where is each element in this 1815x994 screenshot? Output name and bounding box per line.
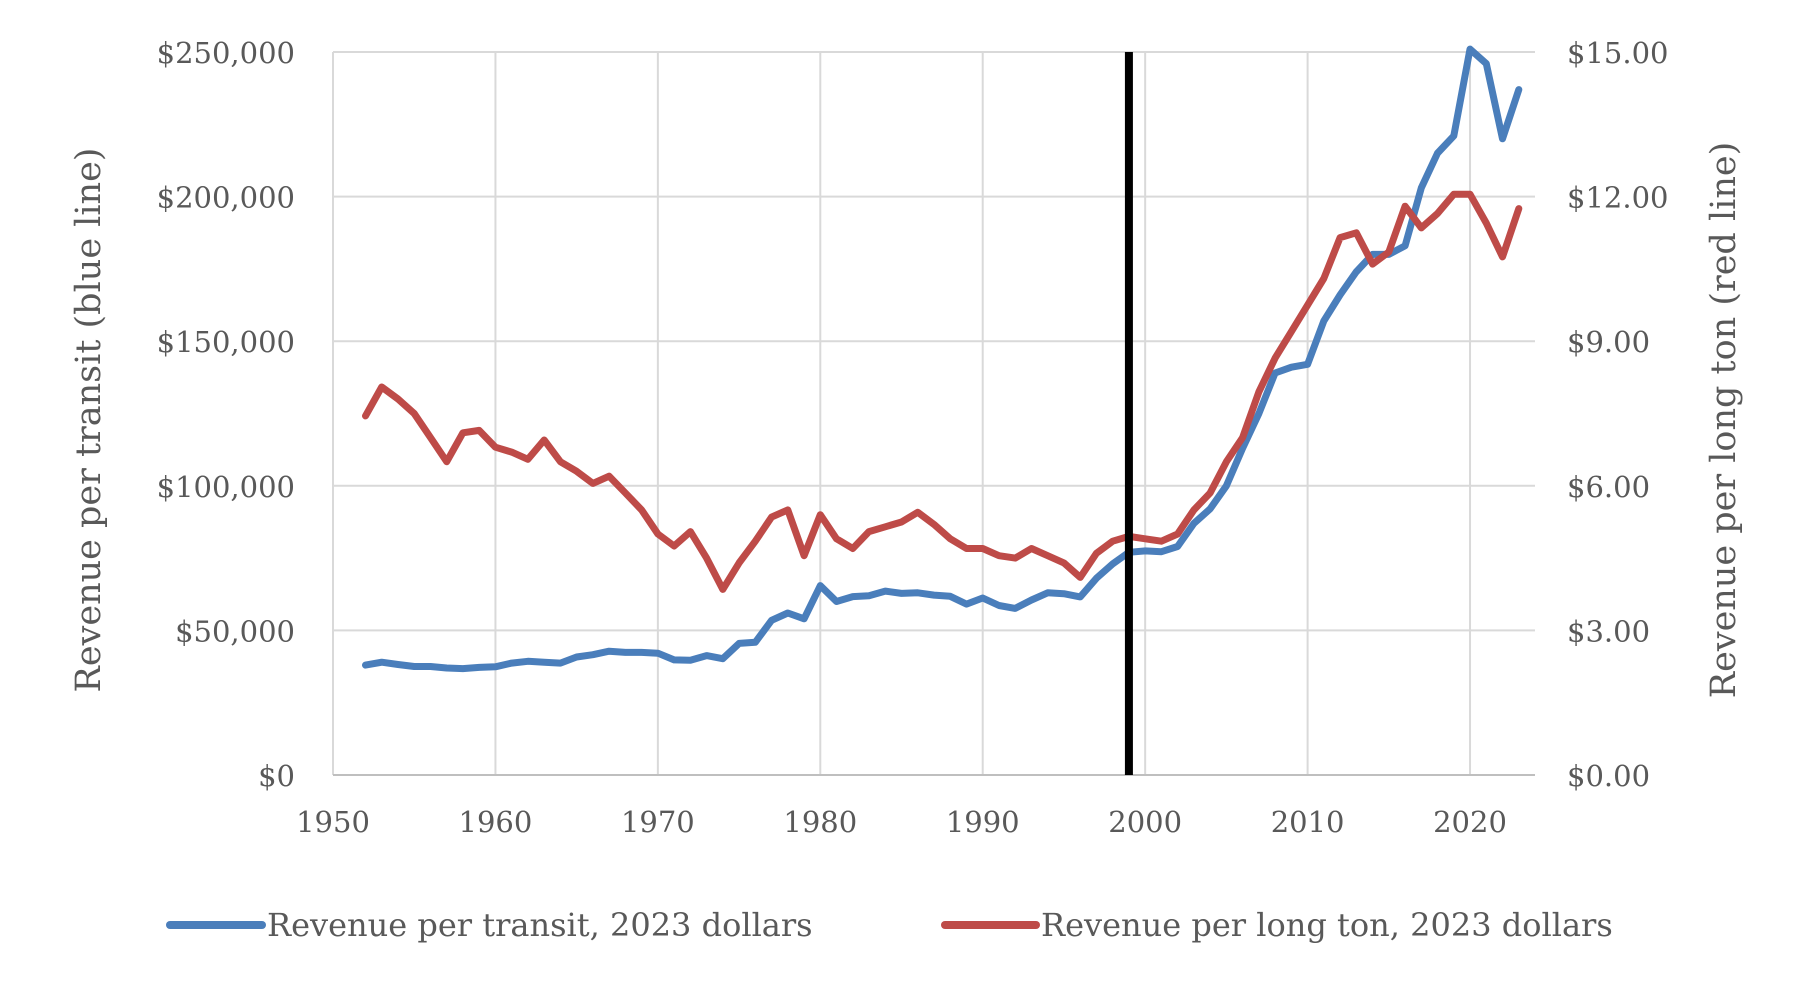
legend-label: Revenue per transit, 2023 dollars: [267, 906, 813, 944]
legend: Revenue per transit, 2023 dollars Revenue…: [166, 906, 1613, 944]
left-axis-title: Revenue per transit (blue line): [69, 148, 109, 693]
right-y-tick-labels: $0.00 $3.00 $6.00 $9.00 $12.00 $15.00: [1567, 36, 1668, 793]
x-tick-label: 1950: [296, 805, 370, 839]
right-y-tick-label: $15.00: [1567, 36, 1668, 70]
right-axis-title: Revenue per long ton (red line): [1704, 142, 1744, 699]
right-y-tick-label: $0.00: [1567, 759, 1650, 793]
left-y-tick-labels: $0 $50,000 $100,000 $150,000 $200,000 $250,00…: [157, 36, 295, 793]
x-tick-label: 1960: [459, 805, 533, 839]
series-line-1: [362, 190, 1523, 593]
left-y-tick-label: $50,000: [175, 614, 295, 648]
legend-item-0: Revenue per transit, 2023 dollars: [166, 906, 813, 944]
series-line-0: [362, 45, 1523, 673]
x-tick-label: 2000: [1108, 805, 1182, 839]
legend-label: Revenue per long ton, 2023 dollars: [1041, 906, 1613, 944]
x-tick-labels: 1950 1960 1970 1980 1990 2000 2010 2020: [296, 805, 1507, 839]
x-tick-label: 1980: [783, 805, 857, 839]
x-tick-label: 2020: [1433, 805, 1507, 839]
left-y-tick-label: $0: [258, 759, 295, 793]
legend-item-1: Revenue per long ton, 2023 dollars: [941, 906, 1613, 944]
right-y-tick-label: $3.00: [1567, 614, 1650, 648]
gridlines: [332, 51, 1535, 775]
series-lines: [362, 45, 1523, 673]
x-tick-label: 2010: [1271, 805, 1345, 839]
left-y-tick-label: $200,000: [157, 181, 295, 215]
left-y-tick-label: $250,000: [157, 36, 295, 70]
right-y-tick-label: $6.00: [1567, 470, 1650, 504]
right-y-tick-label: $12.00: [1567, 181, 1668, 215]
right-y-tick-label: $9.00: [1567, 325, 1650, 359]
left-y-tick-label: $150,000: [157, 325, 295, 359]
left-y-tick-label: $100,000: [157, 470, 295, 504]
x-tick-label: 1990: [946, 805, 1020, 839]
x-tick-label: 1970: [621, 805, 695, 839]
